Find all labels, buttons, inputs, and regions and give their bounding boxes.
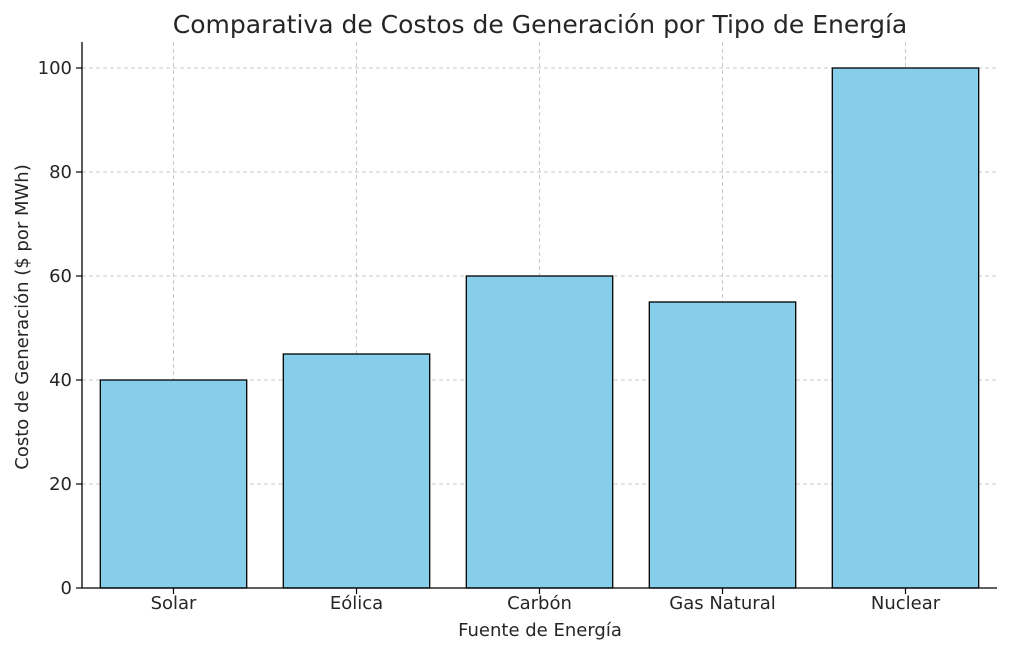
- x-tick-label-2: Carbón: [507, 593, 572, 614]
- y-axis-label: Costo de Generación ($ por MWh): [12, 164, 33, 469]
- y-ticks: 0 20 40 60 80 100: [38, 58, 82, 599]
- x-tick-label-3: Gas Natural: [669, 593, 775, 614]
- x-tick-label-0: Solar: [151, 593, 197, 614]
- bars: [99, 67, 980, 589]
- chart-title: Comparativa de Costos de Generación por …: [173, 10, 907, 39]
- x-axis-label: Fuente de Energía: [458, 620, 622, 641]
- y-tick-label-2: 40: [49, 370, 72, 391]
- bar-0: [99, 379, 248, 589]
- x-tick-label-4: Nuclear: [871, 593, 941, 614]
- y-tick-label-0: 0: [61, 578, 72, 599]
- bar-2: [465, 275, 614, 589]
- bar-3: [648, 301, 797, 589]
- y-tick-label-4: 80: [49, 162, 72, 183]
- bar-4: [831, 67, 980, 589]
- y-tick-label-5: 100: [38, 58, 72, 79]
- x-tick-label-1: Eólica: [330, 593, 383, 614]
- y-tick-label-1: 20: [49, 474, 72, 495]
- bar-1: [282, 353, 431, 589]
- x-ticks: Solar Eólica Carbón Gas Natural Nuclear: [151, 588, 941, 614]
- y-tick-label-3: 60: [49, 266, 72, 287]
